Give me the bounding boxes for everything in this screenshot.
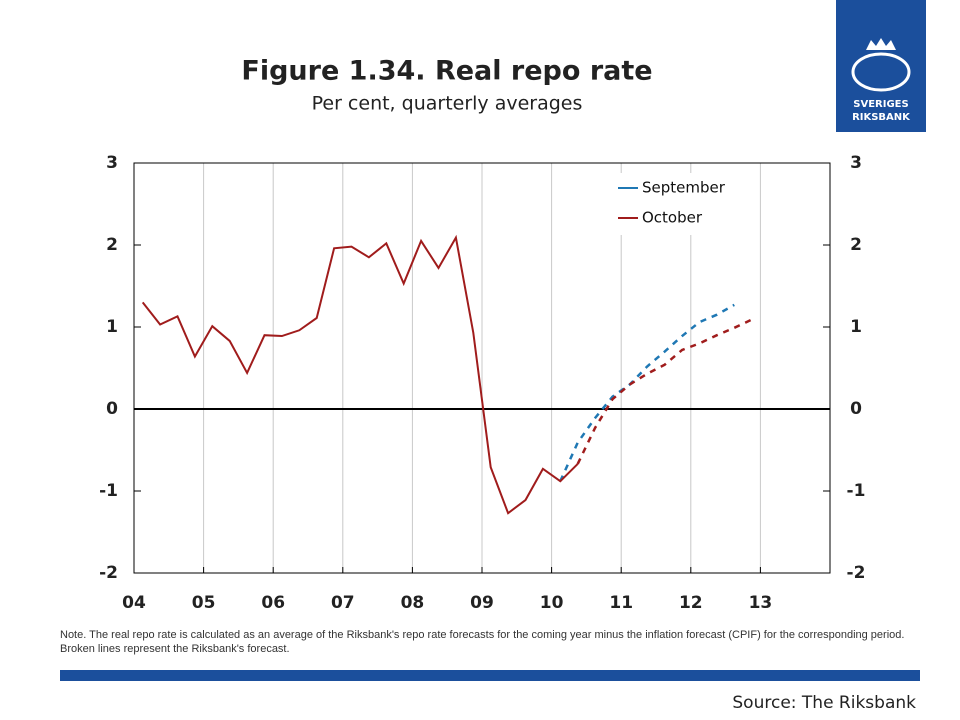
plot-frame: [133, 162, 831, 574]
legend-box: [612, 173, 736, 235]
y2-tick-label: 3: [850, 153, 862, 173]
chart-subtitle: Per cent, quarterly averages: [312, 93, 583, 115]
legend-label: September: [642, 179, 726, 197]
y-tick-label: -2: [99, 563, 118, 583]
y-tick-label: -1: [99, 481, 118, 501]
y-tick-label: 0: [106, 399, 118, 419]
x-tick-label: 11: [609, 593, 633, 613]
x-tick-label: 05: [192, 593, 216, 613]
series-line: [559, 303, 735, 482]
logo-emblem: [851, 52, 911, 92]
x-tick-label: 06: [261, 593, 285, 613]
legend-label: October: [642, 209, 703, 227]
logo-crown: [866, 38, 896, 50]
x-tick-label: 12: [679, 593, 703, 613]
logo-text: SVERIGES: [853, 99, 908, 110]
y2-tick-label: 2: [850, 235, 862, 255]
y2-tick-label: 0: [850, 399, 862, 419]
logo-text: RIKSBANK: [852, 112, 911, 123]
x-tick-label: 10: [540, 593, 564, 613]
x-tick-label: 04: [122, 593, 146, 613]
series-line: [141, 234, 579, 515]
footer-bar: [60, 670, 920, 681]
x-tick-label: 08: [401, 593, 425, 613]
source: Source: The Riksbank: [732, 693, 916, 713]
y2-tick-label: -2: [847, 563, 866, 583]
y2-tick-label: 1: [850, 317, 862, 337]
series-line: [576, 318, 753, 465]
note: Note. The real repo rate is calculated a…: [60, 629, 905, 655]
y2-tick-label: -1: [847, 481, 866, 501]
chart-title: Figure 1.34. Real repo rate: [241, 56, 652, 87]
y-tick-label: 3: [106, 153, 118, 173]
x-tick-label: 09: [470, 593, 494, 613]
x-tick-label: 07: [331, 593, 355, 613]
x-tick-label: 13: [749, 593, 773, 613]
logo: [836, 0, 926, 132]
y-tick-label: 1: [106, 317, 118, 337]
y-tick-label: 2: [106, 235, 118, 255]
